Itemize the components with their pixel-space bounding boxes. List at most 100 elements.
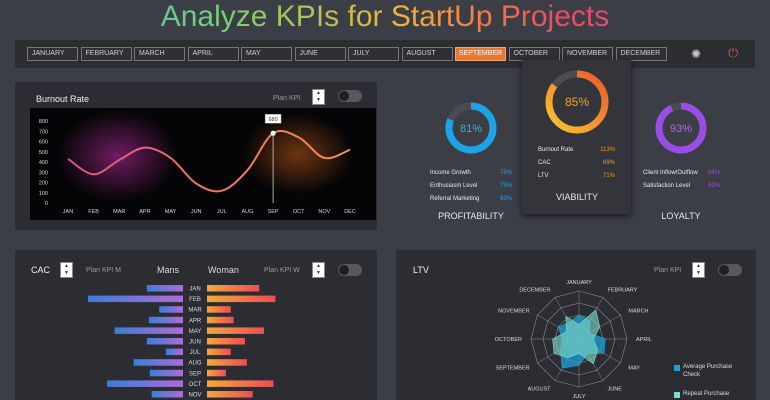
cac-plan-m: Plan KPI M [86, 267, 122, 274]
radar-axis-label: JANUARY [566, 280, 592, 286]
radar-axis-label: DECEMBER [519, 288, 550, 294]
spin-up-icon[interactable]: ▲ [696, 263, 701, 269]
x-tick-label: MAY [165, 209, 177, 215]
profitability-gauge-arc [445, 102, 497, 154]
cac-bar-mans [159, 306, 183, 313]
burnout-series-line [67, 130, 351, 193]
legend-label: Repeat Purchase [683, 391, 730, 397]
cac-bar-woman [207, 359, 247, 366]
y-tick-label: 100 [39, 191, 48, 197]
viability-gauge: 85% [545, 70, 609, 134]
cac-bar-mans [146, 338, 183, 345]
cac-bar-woman [207, 348, 231, 356]
loyalty-gauge: 93% [655, 102, 707, 154]
x-tick-label: FEB [88, 209, 99, 215]
viability-gauge-name: VIABILITY [555, 192, 599, 202]
x-tick-label: AUG [241, 209, 253, 215]
spin-down-icon[interactable]: ▼ [316, 270, 321, 276]
x-tick-label: SEP [268, 209, 279, 215]
month-button-november[interactable]: NOVEMBER [562, 47, 613, 61]
profitability-metric-value: 76% [499, 170, 512, 176]
cac-category-label: NOV [188, 393, 201, 399]
loyalty-gauge-name: LOYALTY [661, 211, 701, 221]
radar-axis-label: OCTOBER [495, 337, 522, 343]
cac-bar-mans [107, 380, 183, 387]
y-tick-label: 200 [39, 181, 48, 187]
cac-bar-woman [207, 369, 226, 377]
cac-category-label: APR [189, 318, 202, 324]
loyalty-metric-label: Satisfaction Level [643, 183, 691, 189]
month-button-july[interactable]: JULY [348, 47, 399, 61]
spin-down-icon[interactable]: ▼ [696, 270, 701, 276]
x-tick-label: JUL [217, 209, 227, 215]
month-button-august[interactable]: AUGUST [401, 47, 453, 61]
radar-axis-label: APRIL [636, 337, 652, 343]
cac-bar-woman [207, 306, 231, 313]
loyalty-metric-value: 94% [707, 170, 720, 176]
profitability-gauge-name: PROFITABILITY [438, 211, 504, 221]
spin-up-icon[interactable]: ▲ [316, 263, 321, 269]
cac-bar-woman [207, 295, 276, 303]
cac-toggle[interactable] [338, 264, 362, 276]
cac-bar-woman [207, 316, 234, 324]
radar-axis-label: AUGUST [528, 386, 552, 392]
month-button-may[interactable]: MAY [241, 47, 292, 61]
loyalty-gauge-value: 93% [670, 123, 692, 135]
cac-category-label: FEB [189, 297, 201, 303]
ltv-toggle[interactable] [718, 264, 742, 276]
cac-plan-w: Plan KPI W [264, 267, 300, 274]
x-tick-label: DEC [344, 209, 356, 215]
cac-bar-woman [207, 380, 274, 387]
month-button-april[interactable]: APRIL [187, 47, 239, 61]
cac-category-label: JAN [189, 287, 200, 293]
ltv-spinner[interactable]: ▲ ▼ [692, 262, 705, 278]
radar-axis-label: JULY [572, 394, 585, 400]
spin-up-icon[interactable]: ▲ [64, 263, 69, 269]
viability-metric-label: LTV [538, 173, 549, 179]
burnout-title: Burnout Rate [36, 94, 90, 104]
cac-category-label: JUN [189, 340, 201, 346]
x-tick-label: OCT [293, 209, 305, 215]
radar-axis-label: JUNE [608, 386, 623, 392]
spin-up-icon[interactable]: ▲ [316, 90, 321, 96]
cac-bar-woman [207, 327, 264, 334]
cac-category-label: MAY [189, 329, 202, 335]
month-button-march[interactable]: MARCH [134, 47, 185, 61]
cac-bar-mans [146, 285, 183, 292]
cac-bar-mans [88, 295, 183, 303]
x-tick-label: APR [139, 209, 150, 215]
gear-icon[interactable]: ✺ [691, 47, 702, 61]
cac-mans-header: Mans [157, 265, 180, 275]
month-button-october[interactable]: OCTOBER [508, 47, 560, 61]
month-button-june[interactable]: JUNE [294, 47, 346, 61]
burnout-toggle[interactable] [338, 90, 362, 102]
cac-w-spinner[interactable]: ▲ ▼ [312, 262, 325, 278]
burnout-spinner[interactable]: ▲ ▼ [312, 89, 325, 105]
month-button-september[interactable]: SEPTEMBER [455, 47, 506, 61]
cac-woman-header: Woman [208, 265, 239, 275]
viability-gauge-arc [545, 70, 609, 134]
burnout-line-chart: 0 100 200 300 400 500 600 700 800 JAN FEB MAR APR MAY… [39, 111, 356, 215]
spin-down-icon[interactable]: ▼ [316, 97, 321, 103]
y-tick-label: 700 [39, 129, 48, 135]
month-button-december[interactable]: DECEMBER [615, 47, 667, 61]
spin-down-icon[interactable]: ▼ [64, 270, 69, 276]
viability-gauge-value: 85% [565, 95, 589, 109]
cac-m-spinner[interactable]: ▲ ▼ [60, 262, 73, 278]
loyalty-metric-value: 91% [707, 183, 720, 189]
cac-bar-chart: JAN FEB MAR APR MAY JUN JUL AUG SEP OCT NOV [88, 285, 276, 399]
viability-metric-value: 69% [602, 160, 615, 166]
viability-metric-value: 113% [600, 147, 615, 153]
y-tick-label: 500 [39, 150, 48, 156]
power-icon[interactable]: ⏻ [728, 45, 739, 60]
loyalty-gauge-arc [655, 102, 707, 154]
cac-category-label: AUG [188, 361, 201, 367]
viability-metric-value: 71% [602, 173, 615, 179]
cac-bar-woman [207, 285, 260, 292]
cac-bar-woman [207, 338, 245, 345]
y-tick-label: 600 [39, 140, 48, 146]
month-button-february[interactable]: FEBRUARY [80, 47, 132, 61]
month-button-january[interactable]: JANUARY [27, 47, 78, 61]
y-tick-label: 800 [39, 119, 48, 125]
y-tick-label: 300 [39, 170, 48, 176]
